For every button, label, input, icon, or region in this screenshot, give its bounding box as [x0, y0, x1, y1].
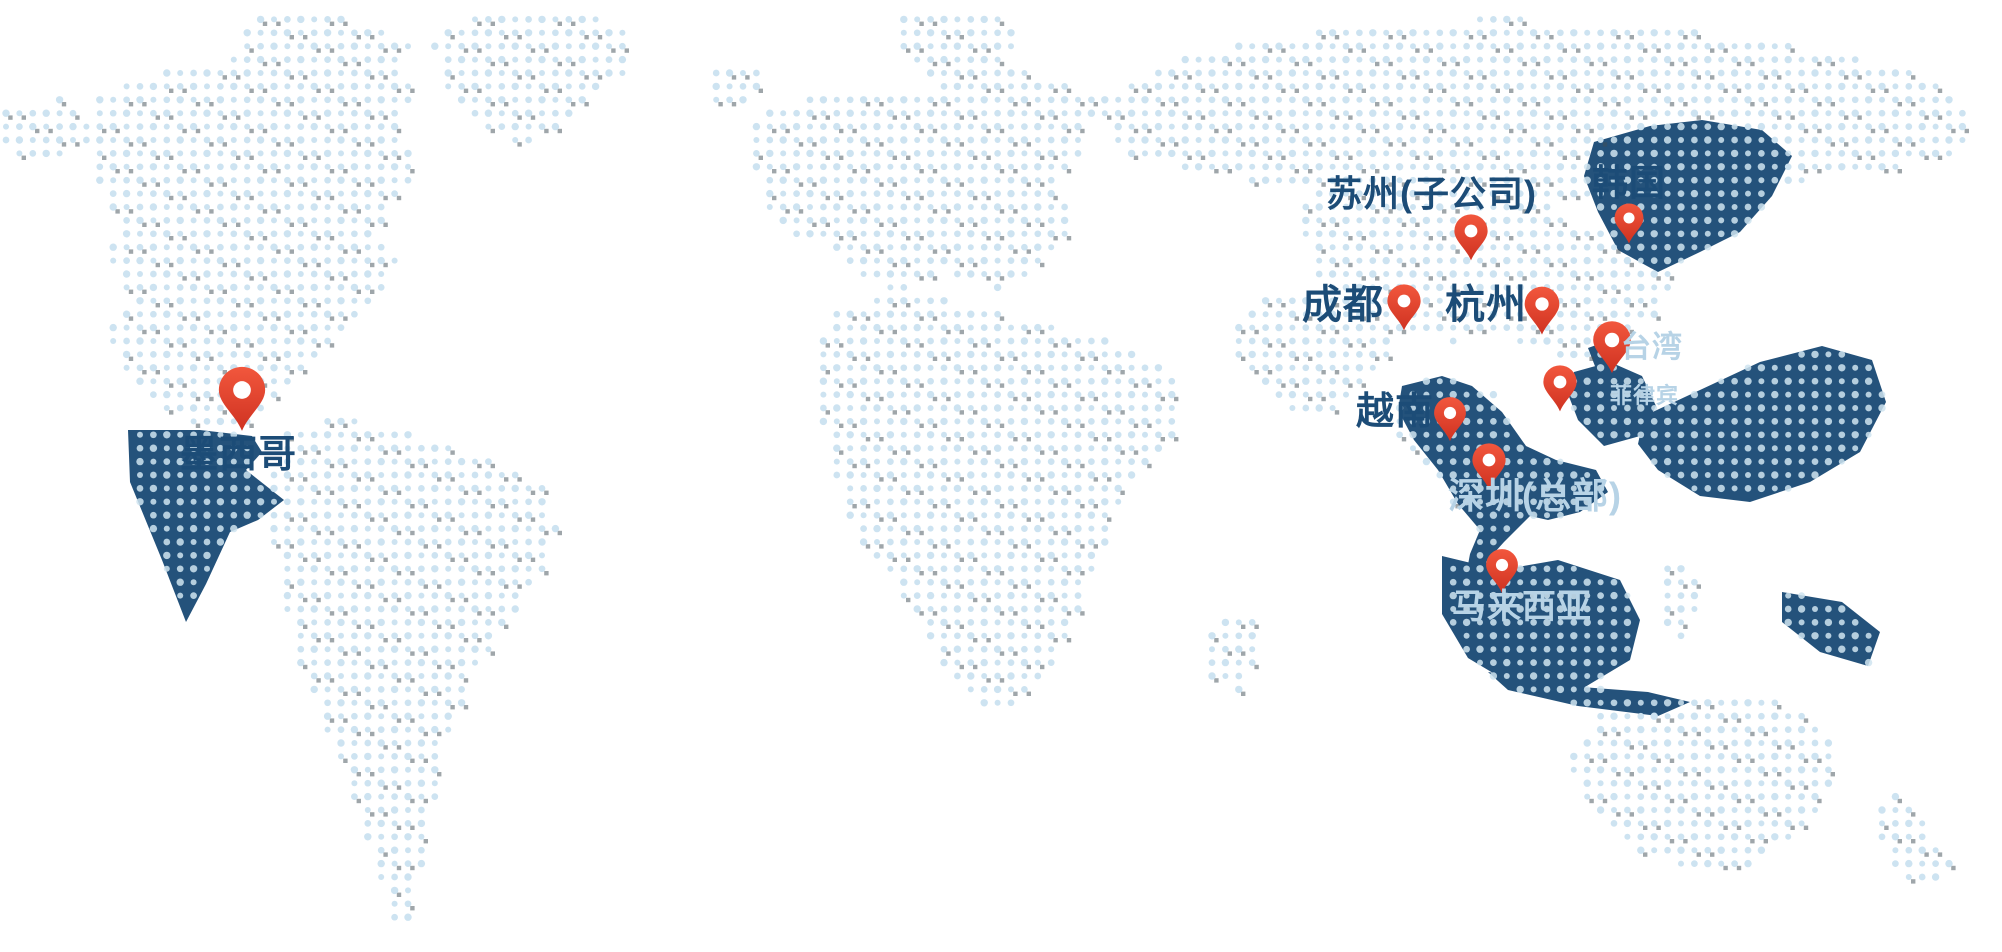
location-pin[interactable]	[1486, 549, 1518, 594]
location-label: 墨西哥	[180, 434, 298, 476]
location-label: 菲律宾	[1610, 383, 1680, 408]
location-label: 深圳(总部)	[1448, 475, 1622, 516]
location-pin[interactable]	[1434, 397, 1466, 442]
location-pin[interactable]	[1614, 203, 1644, 244]
location-pin[interactable]	[1454, 214, 1488, 261]
location-pin[interactable]	[218, 366, 266, 431]
highlighted-region	[1442, 556, 1640, 690]
location-pin[interactable]	[1524, 286, 1560, 335]
halftone-dots	[2, 15, 1969, 921]
location-label: 苏州(子公司)	[1326, 173, 1537, 214]
location-label: 韩国	[1592, 162, 1667, 203]
location-label: 越南	[1356, 391, 1435, 433]
location-pins	[218, 203, 1644, 594]
location-pin[interactable]	[1387, 284, 1421, 331]
location-pin[interactable]	[1593, 321, 1631, 374]
location-pin[interactable]	[1543, 365, 1577, 412]
location-label: 马来西亚	[1452, 588, 1592, 626]
location-label: 杭州	[1445, 283, 1527, 327]
location-label: 成都	[1302, 283, 1384, 327]
highlighted-region	[1584, 120, 1792, 272]
location-label: 台湾	[1621, 331, 1683, 364]
highlighted-region	[1782, 592, 1880, 666]
location-pin[interactable]	[1472, 443, 1506, 490]
